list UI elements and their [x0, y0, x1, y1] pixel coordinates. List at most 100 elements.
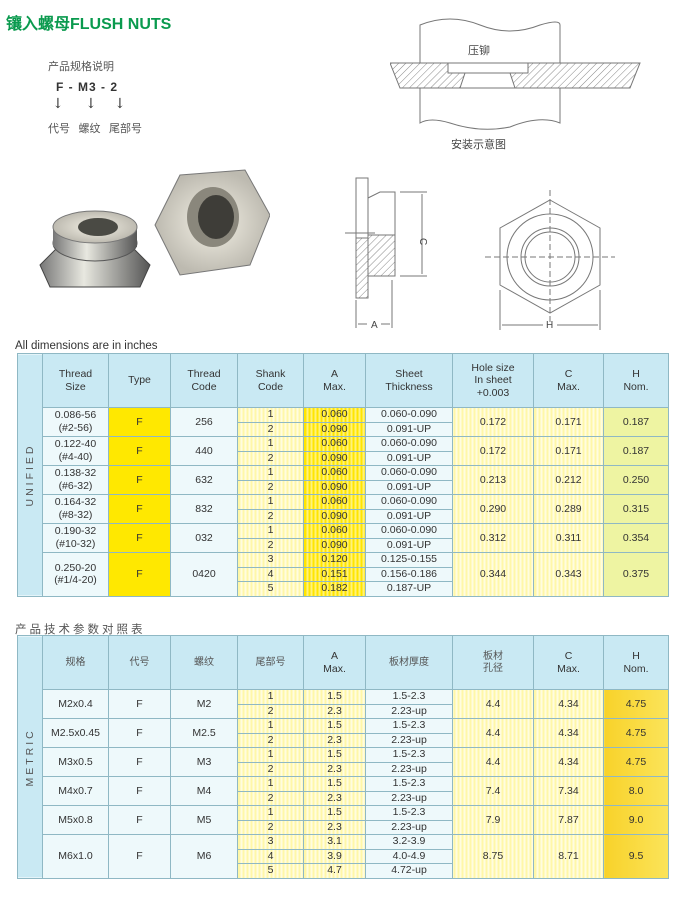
shank-code-cell: 1 — [237, 407, 304, 423]
table-row: 2 0.090 0.091-UP — [18, 537, 669, 553]
spec-label: 螺纹 — [78, 122, 101, 135]
column-header: A Max. — [303, 635, 366, 690]
shank-code-cell: 2 — [237, 508, 304, 524]
type-cell: F — [108, 689, 171, 719]
type-cell: F — [108, 523, 171, 553]
sheet-thickness-cell: 0.091-UP — [365, 537, 453, 553]
column-header: C Max. — [533, 635, 604, 690]
arrow-down-icon: ↓ — [114, 96, 126, 112]
spec-code: F - M3 - 2 — [56, 80, 119, 94]
h-nom-cell: 4.75 — [603, 718, 669, 748]
type-cell: F — [108, 776, 171, 806]
table-row: 2 0.090 0.091-UP — [18, 508, 669, 524]
c-max-cell: 0.343 — [533, 552, 604, 597]
column-header: 规格 — [42, 635, 109, 690]
sheet-thickness-cell: 0.060-0.090 — [365, 407, 453, 423]
shank-code-cell: 4 — [237, 848, 304, 864]
column-header: C Max. — [533, 353, 604, 408]
h-nom-cell: 0.354 — [603, 523, 669, 553]
table-row: M5x0.8 F M5 1 1.5 1.5-2.3 7.9 7.87 9.0 — [18, 805, 669, 835]
shank-code-cell: 2 — [237, 761, 304, 777]
spec-legend: 产品规格说明 F - M3 - 2 ↓ ↓ ↓ 代号 螺纹 尾部号 — [48, 58, 158, 136]
sheet-thickness-cell: 0.187-UP — [365, 581, 453, 597]
a-max-cell: 0.090 — [303, 450, 366, 466]
a-max-cell: 0.151 — [303, 566, 366, 582]
arrow-down-icon: ↓ — [52, 96, 64, 112]
h-nom-cell: 8.0 — [603, 776, 669, 806]
a-max-cell: 3.9 — [303, 848, 366, 864]
column-header: 螺纹 — [170, 635, 238, 690]
thread-size-cell: 0.086-56 (#2-56) — [42, 407, 109, 437]
type-cell: F — [108, 747, 171, 777]
sheet-thickness-cell: 3.2-3.9 — [365, 834, 453, 850]
column-header: H Nom. — [603, 353, 669, 408]
sheet-thickness-cell: 1.5-2.3 — [365, 776, 453, 792]
column-header: H Nom. — [603, 635, 669, 690]
shank-code-cell: 1 — [237, 689, 304, 705]
table-row: 0.190-32 (#10-32) F 032 1 0.060 0.060-0.090 0.3… — [18, 523, 669, 553]
shank-code-cell: 1 — [237, 465, 304, 481]
h-nom-cell: 0.187 — [603, 407, 669, 437]
column-header: Thread Code — [170, 353, 238, 408]
column-header: Hole size In sheet +0.003 — [452, 353, 534, 408]
sheet-thickness-cell: 0.060-0.090 — [365, 436, 453, 452]
thread-size-cell: M4x0.7 — [42, 776, 109, 806]
table-row: 2 2.3 2.23-up — [18, 703, 669, 719]
a-max-cell: 0.090 — [303, 421, 366, 437]
shank-code-cell: 3 — [237, 552, 304, 568]
thread-code-cell: M3 — [170, 747, 238, 777]
sheet-thickness-cell: 2.23-up — [365, 703, 453, 719]
thread-size-cell: M6x1.0 — [42, 834, 109, 879]
shank-code-cell: 2 — [237, 537, 304, 553]
thread-size-cell: 0.250-20 (#1/4-20) — [42, 552, 109, 597]
c-max-cell: 4.34 — [533, 747, 604, 777]
sheet-thickness-cell: 2.23-up — [365, 819, 453, 835]
hole-size-cell: 0.213 — [452, 465, 534, 495]
column-header: Shank Code — [237, 353, 304, 408]
thread-code-cell: 632 — [170, 465, 238, 495]
a-max-cell: 0.182 — [303, 581, 366, 597]
table-row: 0.138-32 (#6-32) F 632 1 0.060 0.060-0.090 0.21… — [18, 465, 669, 495]
thread-code-cell: 832 — [170, 494, 238, 524]
a-max-cell: 3.1 — [303, 834, 366, 850]
table-row: 4 3.9 4.0-4.9 — [18, 848, 669, 864]
arrows: ↓ ↓ ↓ — [48, 94, 158, 120]
shank-code-cell: 2 — [237, 732, 304, 748]
hole-size-cell: 0.344 — [452, 552, 534, 597]
sheet-thickness-cell: 0.156-0.186 — [365, 566, 453, 582]
install-caption: 安装示意图 — [451, 138, 506, 151]
sheet-thickness-cell: 2.23-up — [365, 761, 453, 777]
a-max-cell: 0.060 — [303, 494, 366, 510]
thread-code-cell: M5 — [170, 805, 238, 835]
column-header: A Max. — [303, 353, 366, 408]
hole-size-cell: 0.312 — [452, 523, 534, 553]
sheet-thickness-cell: 0.091-UP — [365, 508, 453, 524]
a-max-cell: 1.5 — [303, 689, 366, 705]
a-max-cell: 1.5 — [303, 718, 366, 734]
column-header: Sheet Thickness — [365, 353, 453, 408]
sheet-thickness-cell: 0.060-0.090 — [365, 465, 453, 481]
shank-code-cell: 2 — [237, 479, 304, 495]
a-max-cell: 2.3 — [303, 732, 366, 748]
hole-size-cell: 4.4 — [452, 718, 534, 748]
type-cell: F — [108, 718, 171, 748]
a-max-cell: 0.090 — [303, 479, 366, 495]
sheet-thickness-cell: 0.091-UP — [365, 421, 453, 437]
shank-code-cell: 2 — [237, 450, 304, 466]
shank-code-cell: 1 — [237, 776, 304, 792]
a-max-cell: 0.060 — [303, 465, 366, 481]
c-max-cell: 0.171 — [533, 407, 604, 437]
a-max-cell: 0.090 — [303, 537, 366, 553]
sheet-thickness-cell: 1.5-2.3 — [365, 718, 453, 734]
a-max-cell: 2.3 — [303, 790, 366, 806]
column-header: 板材 孔径 — [452, 635, 534, 690]
dimension-drawing: C A H — [345, 177, 615, 331]
shank-code-cell: 5 — [237, 581, 304, 597]
h-nom-cell: 9.5 — [603, 834, 669, 879]
c-max-cell: 4.34 — [533, 689, 604, 719]
sheet-thickness-cell: 4.0-4.9 — [365, 848, 453, 864]
metric-caption: 产品技术参数对照表 — [15, 622, 146, 636]
h-nom-cell: 4.75 — [603, 689, 669, 719]
hole-size-cell: 0.172 — [452, 436, 534, 466]
